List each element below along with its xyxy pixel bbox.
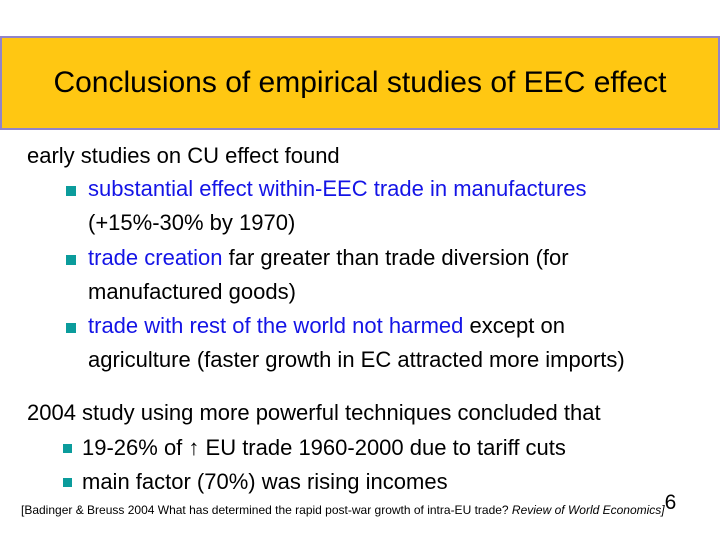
slide-title: Conclusions of empirical studies of EEC … [53, 66, 667, 99]
bullet-line: (+15%-30% by 1970) [88, 210, 296, 235]
bullet-line: trade creation far greater than trade di… [88, 241, 569, 275]
bullet-item: trade creation far greater than trade di… [66, 241, 569, 309]
bullet-line: manufactured goods) [88, 279, 296, 304]
bullet-square-icon [63, 478, 72, 487]
bullet-square-icon [66, 323, 76, 333]
title-banner: Conclusions of empirical studies of EEC … [0, 36, 720, 130]
bullet-highlight-text: trade creation [88, 245, 223, 270]
bullet-item: main factor (70%) was rising incomes [63, 465, 448, 499]
bullet-line: main factor (70%) was rising incomes [82, 469, 448, 494]
bullet-line: substantial effect within-EEC trade in m… [88, 172, 587, 206]
bullet-highlight-text: substantial effect within-EEC trade in m… [88, 176, 587, 201]
bullet-item: 19-26% of ↑ EU trade 1960-2000 due to ta… [63, 431, 566, 465]
page-number: 6 [664, 491, 677, 514]
bullet-square-icon [63, 444, 72, 453]
bullet-highlight-text: trade with rest of the world not harmed [88, 313, 464, 338]
bullet-plain-text: far greater than trade diversion (for [222, 245, 569, 270]
bullet-plain-text: except on [463, 313, 565, 338]
intro-paragraph-2: 2004 study using more powerful technique… [27, 400, 601, 425]
bullet-line: 19-26% of ↑ EU trade 1960-2000 due to ta… [82, 435, 566, 460]
intro-paragraph-1: early studies on CU effect found [27, 143, 340, 168]
bullet-item: trade with rest of the world not harmed … [66, 309, 625, 377]
bullet-line: agriculture (faster growth in EC attract… [88, 347, 625, 372]
bullet-square-icon [66, 186, 76, 196]
footer-citation: [Badinger & Breuss 2004 What has determi… [21, 492, 676, 518]
bullet-square-icon [66, 255, 76, 265]
citation-italic-text: Review of World Economics] [511, 503, 665, 517]
citation-regular-text: [Badinger & Breuss 2004 What has determi… [21, 503, 512, 517]
bullet-line: trade with rest of the world not harmed … [88, 309, 625, 343]
bullet-item: substantial effect within-EEC trade in m… [66, 172, 587, 240]
